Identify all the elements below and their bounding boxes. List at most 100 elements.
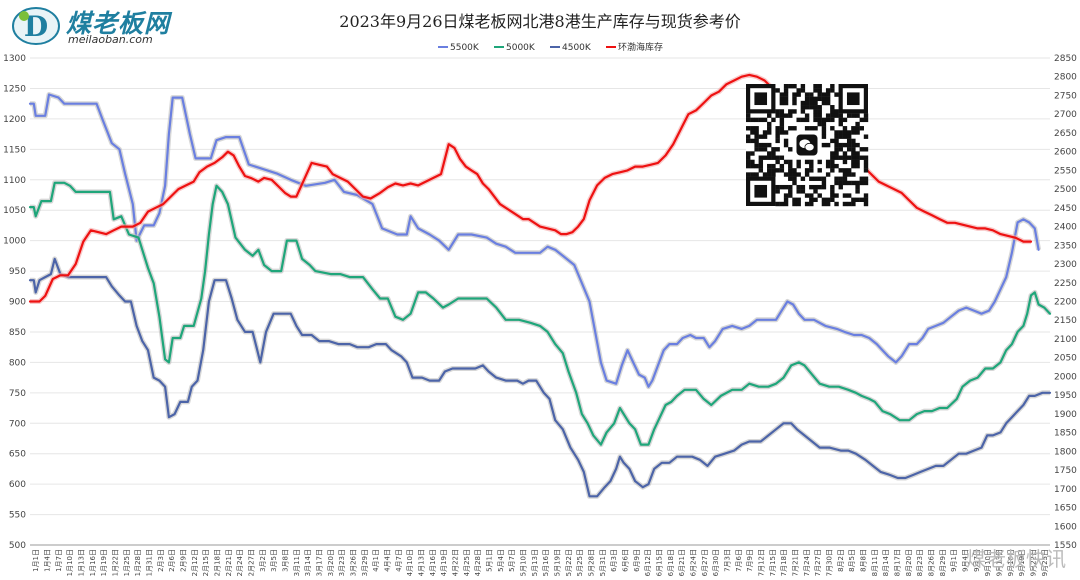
- qr-module: [792, 84, 797, 89]
- qr-module: [809, 168, 814, 173]
- qr-module: [804, 172, 810, 177]
- qr-module: [779, 109, 785, 114]
- qr-module: [830, 113, 835, 118]
- qr-module: [842, 117, 848, 123]
- x-tick-label: 6月18日: [667, 549, 675, 576]
- qr-module: [851, 155, 856, 160]
- y-right-tick-label: 1550: [1054, 541, 1077, 551]
- x-tick-label: 1月31日: [146, 549, 154, 576]
- qr-module: [851, 147, 856, 152]
- qr-module: [817, 92, 822, 97]
- qr-module: [792, 180, 797, 186]
- qr-module: [796, 92, 801, 97]
- qr-module: [821, 176, 827, 181]
- qr-module: [792, 126, 797, 131]
- qr-module: [855, 130, 860, 135]
- x-tick-label: 6月15日: [656, 549, 664, 576]
- qr-module: [771, 155, 776, 160]
- qr-module: [842, 180, 848, 186]
- y-right-tick-label: 1950: [1054, 391, 1077, 401]
- y-right-tick-label: 2200: [1054, 298, 1077, 308]
- legend: 5500K 5000K 4500K 环渤海库存: [438, 41, 663, 53]
- qr-module: [855, 151, 860, 156]
- qr-module: [762, 155, 768, 160]
- x-tick-label: 4月19日: [440, 549, 448, 576]
- qr-module: [846, 168, 852, 173]
- qr-module: [817, 84, 822, 89]
- qr-module: [825, 172, 831, 177]
- qr-module: [842, 155, 848, 160]
- qr-module: [758, 142, 764, 148]
- x-tick-label: 1月16日: [89, 549, 97, 576]
- qr-module: [863, 117, 869, 123]
- qr-module: [838, 142, 843, 148]
- qr-module: [792, 168, 797, 173]
- y-left-tick-label: 1100: [3, 176, 26, 186]
- qr-module: [821, 121, 827, 127]
- qr-module: [775, 130, 780, 135]
- qr-module: [800, 100, 806, 106]
- qr-module: [779, 113, 785, 118]
- qr-module: [788, 184, 793, 190]
- qr-module: [863, 113, 869, 118]
- qr-module: [804, 117, 810, 123]
- qr-module: [834, 180, 839, 186]
- qr-module: [804, 159, 810, 165]
- qr-module: [775, 201, 780, 207]
- qr-module: [809, 197, 814, 202]
- qr-module: [851, 142, 856, 148]
- qr-module: [767, 168, 772, 173]
- qr-module: [750, 163, 755, 169]
- qr-module: [817, 96, 822, 102]
- qr-module: [804, 96, 810, 102]
- qr-module: [851, 126, 856, 131]
- qr-module: [830, 197, 835, 202]
- qr-module: [855, 163, 860, 169]
- qr-module: [859, 126, 864, 131]
- x-tick-label: 3月26日: [350, 549, 358, 576]
- qr-module: [771, 168, 776, 173]
- qr-module: [842, 151, 848, 156]
- x-tick-label: 1月19日: [100, 549, 108, 576]
- qr-module: [758, 163, 764, 169]
- qr-module: [809, 96, 814, 102]
- qr-module: [813, 197, 818, 202]
- qr-module: [813, 117, 818, 123]
- x-tick-label: 7月15日: [769, 549, 777, 576]
- qr-module: [834, 176, 839, 181]
- qr-module: [821, 96, 827, 102]
- qr-module: [792, 176, 797, 181]
- qr-module: [842, 193, 848, 198]
- y-right-tick-label: 2800: [1054, 73, 1077, 83]
- qr-module: [817, 109, 822, 114]
- qr-module: [821, 126, 827, 131]
- x-tick-label: 2月15日: [202, 549, 210, 576]
- qr-module: [771, 163, 776, 169]
- y-left-tick-label: 600: [9, 480, 26, 490]
- x-tick-label: 8月23日: [916, 549, 924, 576]
- qr-module: [809, 159, 814, 165]
- x-tick-label: 1月28日: [134, 549, 142, 576]
- x-tick-label: 7月27日: [814, 549, 822, 576]
- qr-module: [851, 130, 856, 135]
- qr-module: [775, 109, 780, 114]
- qr-module: [838, 147, 843, 152]
- logo: D 煤老板网 meilaoban.com: [10, 4, 200, 46]
- x-tick-label: 1月1日: [32, 549, 40, 572]
- qr-module: [838, 117, 843, 123]
- qr-module: [863, 176, 869, 181]
- qr-module: [817, 105, 822, 110]
- y-left-tick-label: 1050: [3, 206, 26, 216]
- x-tick-label: 3月2日: [259, 549, 267, 572]
- qr-module: [767, 172, 772, 177]
- x-tick-label: 9月7日: [973, 549, 981, 572]
- qr-module: [775, 155, 780, 160]
- qr-module: [796, 197, 801, 202]
- qr-finder-core: [754, 92, 768, 106]
- legend-label: 4500K: [562, 43, 592, 53]
- x-tick-label: 3月17日: [316, 549, 324, 576]
- qr-module: [851, 151, 856, 156]
- qr-module: [800, 117, 806, 123]
- qr-module: [788, 168, 793, 173]
